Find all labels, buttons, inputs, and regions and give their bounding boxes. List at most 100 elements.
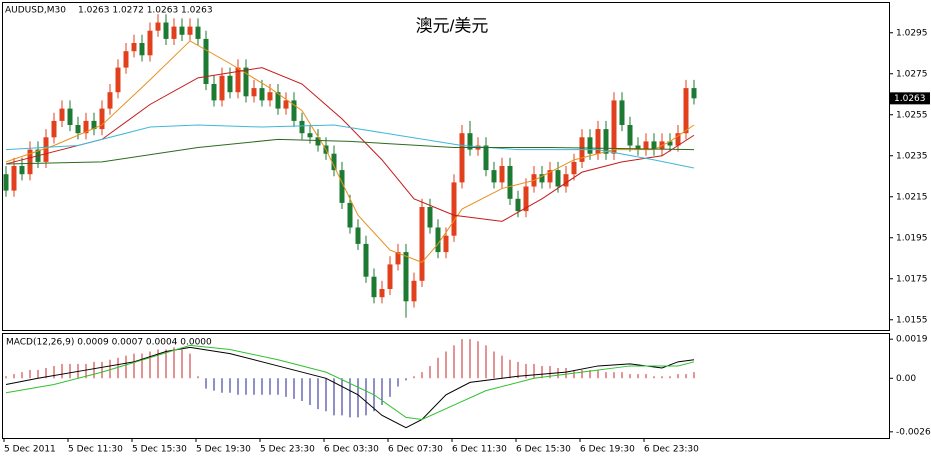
candle-body [275, 92, 281, 109]
x-tick-label: 6 Dec 23:30 [644, 445, 699, 455]
candle-body [139, 43, 145, 56]
candle-body [43, 137, 49, 162]
candle-body [131, 43, 137, 52]
y-tick-label: 1.0275 [896, 69, 928, 79]
candle-body [187, 26, 193, 35]
candle-body [363, 243, 369, 277]
candle-body [211, 84, 217, 101]
candle-body [203, 38, 209, 84]
y-tick-label: 1.0155 [896, 315, 928, 325]
candle-body [99, 108, 105, 130]
candle-body [419, 207, 425, 281]
candle-body [315, 137, 321, 146]
candle-body [667, 141, 673, 146]
candle-body [147, 30, 153, 56]
indicator-line [5, 344, 695, 420]
candle-body [299, 120, 305, 134]
candle-body [675, 133, 681, 146]
y-tick-label: 1.0235 [896, 151, 928, 161]
candle-body [643, 141, 649, 150]
x-tick-label: 5 Dec 11:30 [68, 445, 123, 455]
candle-body [27, 149, 33, 175]
candle-body [179, 26, 185, 35]
candle-body [395, 252, 401, 265]
candle-body [603, 129, 609, 154]
x-tick-label: 6 Dec 07:30 [388, 445, 443, 455]
candle-body [91, 120, 97, 130]
candle-body [619, 100, 625, 125]
candle-body [435, 227, 441, 253]
candle-body [227, 75, 233, 93]
candle-body [75, 125, 81, 134]
x-tick-label: 6 Dec 19:30 [580, 445, 635, 455]
candle-body [283, 100, 289, 109]
candle-body [459, 133, 465, 183]
candle-body [67, 108, 73, 125]
candle-body [251, 88, 257, 97]
candle-body [635, 145, 641, 150]
candle-body [107, 92, 113, 109]
candle-body [379, 289, 385, 298]
last-price-box [890, 92, 930, 105]
candle-body [83, 120, 89, 134]
candle-body [539, 174, 545, 183]
candle-body [427, 207, 433, 228]
main-panel [2, 2, 890, 331]
candle-body [115, 67, 121, 93]
candle-body [491, 170, 497, 183]
candle-body [59, 108, 65, 121]
candle-body [387, 264, 393, 289]
candle-body [451, 182, 457, 236]
candle-body [235, 67, 241, 93]
macd-title: MACD(12,26,9) 0.0009 0.0007 0.0004 0.000… [6, 338, 212, 348]
candle-body [339, 170, 345, 203]
x-tick-label: 6 Dec 03:30 [324, 445, 379, 455]
y-tick-label: 1.0195 [896, 233, 928, 243]
candle-body [267, 92, 273, 101]
candle-body [155, 22, 161, 31]
y-tick-label: 1.0175 [896, 274, 928, 284]
candle-body [587, 137, 593, 154]
candle-body [123, 51, 129, 68]
candle-body [411, 280, 417, 302]
candle-body [515, 198, 521, 212]
indicator-line [5, 40, 695, 263]
indicator-line [5, 346, 695, 429]
candle-body [555, 170, 561, 187]
candle-body [651, 141, 657, 150]
x-tick-label: 6 Dec 11:30 [452, 445, 507, 455]
candle-body [467, 133, 473, 150]
macd-panel [2, 333, 890, 439]
x-tick-label: 5 Dec 2011 [4, 445, 56, 455]
candle-body [307, 133, 313, 138]
candle-body [19, 166, 25, 175]
candle-body [163, 22, 169, 39]
symbol: AUDUSD,M30 [5, 6, 66, 16]
candle-body [347, 202, 353, 228]
y-tick-label: 0.00 [896, 374, 916, 384]
y-tick-label: -0.0026 [896, 427, 931, 437]
candle-body [291, 100, 297, 121]
y-tick-label: 1.0255 [896, 110, 928, 120]
candle-body [3, 174, 9, 191]
candle-body [243, 67, 249, 97]
candle-body [371, 276, 377, 298]
candle-body [627, 125, 633, 146]
candle-body [443, 235, 449, 253]
candle-body [691, 88, 697, 99]
y-tick-label: 0.0019 [896, 335, 928, 345]
candle-body [403, 252, 409, 302]
candle-body [331, 153, 337, 171]
candle-body [483, 145, 489, 171]
candle-body [51, 120, 57, 138]
indicator-line [5, 67, 695, 222]
indicator-line [5, 138, 695, 165]
candle-body [595, 129, 601, 154]
candle-body [683, 88, 689, 134]
candle-body [499, 166, 505, 183]
candle-body [563, 174, 569, 187]
y-tick-label: 1.0215 [896, 192, 928, 202]
indicator-line [5, 124, 695, 169]
